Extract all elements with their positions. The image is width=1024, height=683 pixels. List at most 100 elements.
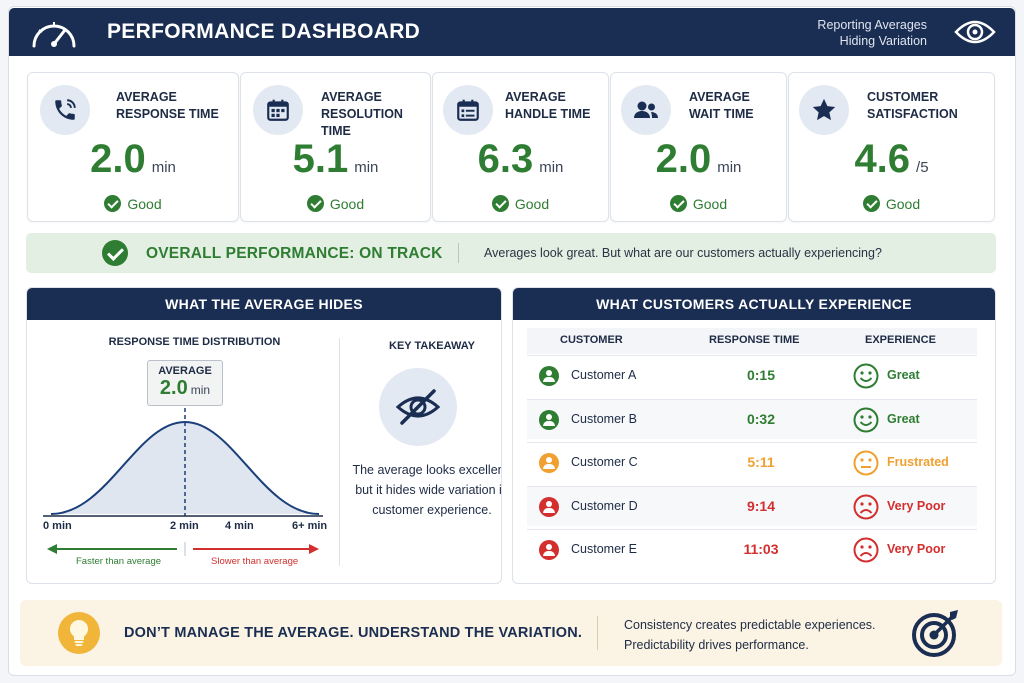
- smile-face-icon: [853, 407, 879, 432]
- average-label: AVERAGE: [158, 365, 212, 377]
- response-time-value: 11:03: [743, 541, 779, 557]
- metric-card-wait-time[interactable]: AVERAGE WAIT TIME 2.0 min Good: [610, 72, 787, 222]
- average-number: 2.0: [159, 377, 188, 399]
- status-badge: Good: [789, 195, 994, 212]
- overall-message: Averages look great. But what are our cu…: [484, 246, 882, 260]
- metric-label: CUSTOMER SATISFACTION: [867, 89, 958, 123]
- distribution-chart: [43, 408, 323, 556]
- neutral-face-icon: [853, 450, 879, 476]
- metric-label-line1: CUSTOMER: [867, 90, 939, 104]
- header-bar: PERFORMANCE DASHBOARD Reporting Averages…: [9, 8, 1015, 56]
- banner-message-line1: Consistency creates predictable experien…: [624, 618, 876, 632]
- metric-unit: min: [151, 159, 176, 176]
- status-text: Good: [692, 196, 728, 212]
- metric-number: 4.6: [854, 137, 911, 181]
- takeaway-title: KEY TAKEAWAY: [389, 340, 475, 352]
- metric-unit: min: [539, 159, 564, 176]
- check-circle-icon: [102, 240, 128, 266]
- frown-face-icon: [853, 537, 879, 563]
- customer-experience-panel: WHAT CUSTOMERS ACTUALLY EXPERIENCE CUSTO…: [512, 287, 996, 584]
- slower-arrowhead: [309, 544, 319, 554]
- response-time-value: 5:11: [747, 454, 775, 470]
- table-row[interactable]: Customer A 0:15 Great: [527, 355, 977, 395]
- average-value: 2.0 min: [148, 377, 222, 400]
- divider: [339, 338, 340, 566]
- banner-headline: DON’T MANAGE THE AVERAGE. UNDERSTAND THE…: [124, 625, 583, 641]
- metric-value: 4.6/5: [789, 137, 994, 182]
- chart-title: RESPONSE TIME DISTRIBUTION: [108, 336, 281, 348]
- metric-card-customer-satisfaction[interactable]: CUSTOMER SATISFACTION 4.6/5 Good: [788, 72, 995, 222]
- metric-value: 2.0 min: [28, 137, 238, 182]
- metric-unit: /5: [916, 159, 929, 176]
- tick-label: 4 min: [225, 520, 254, 532]
- metric-number: 2.0: [90, 137, 146, 181]
- response-time-value: 0:15: [746, 367, 776, 383]
- faster-arrowhead: [47, 544, 57, 554]
- header-subtitle-line2: Hiding Variation: [839, 34, 927, 48]
- user-avatar-icon: [539, 540, 559, 560]
- table-row[interactable]: Customer D 9:14 Very Poor: [527, 485, 977, 526]
- user-avatar-icon: [539, 496, 559, 517]
- metric-card-response-time[interactable]: AVERAGE RESPONSE TIME 2.0 min Good: [27, 72, 239, 222]
- panel-title: WHAT THE AVERAGE HIDES: [27, 288, 501, 320]
- status-text: Good: [329, 196, 365, 212]
- metric-number: 5.1: [292, 137, 349, 181]
- average-hides-panel: WHAT THE AVERAGE HIDES RESPONSE TIME DIS…: [26, 287, 502, 584]
- customer-name: Customer A: [571, 368, 637, 382]
- metric-label: AVERAGE RESOLUTION TIME: [321, 89, 430, 140]
- panel-title: WHAT CUSTOMERS ACTUALLY EXPERIENCE: [513, 288, 995, 320]
- tick-label: 0 min: [43, 520, 72, 532]
- bottom-banner: DON’T MANAGE THE AVERAGE. UNDERSTAND THE…: [20, 600, 1002, 666]
- phone-icon: [40, 85, 90, 135]
- check-circle-icon: [669, 195, 687, 212]
- frown-face-icon: [853, 494, 879, 519]
- eye-slash-icon: [379, 368, 457, 446]
- status-text: Good: [885, 196, 921, 212]
- metric-label-line2: HANDLE TIME: [505, 107, 591, 121]
- metric-value: 2.0 min: [611, 137, 786, 182]
- calendar-icon: [253, 85, 303, 135]
- metric-label-line1: AVERAGE: [689, 90, 750, 104]
- experience-label: Great: [887, 368, 920, 382]
- status-badge: Good: [28, 195, 238, 212]
- status-badge: Good: [611, 195, 786, 212]
- takeaway-text: The average looks excellent, but it hide…: [352, 463, 502, 517]
- metric-unit: min: [717, 159, 742, 176]
- metric-label-line2: WAIT TIME: [689, 107, 754, 121]
- metric-value: 5.1 min: [241, 137, 430, 182]
- status-badge: Good: [433, 195, 608, 212]
- overall-status-text: OVERALL PERFORMANCE: ON TRACK: [146, 245, 443, 262]
- check-circle-icon: [862, 195, 880, 212]
- customer-name: Customer D: [571, 498, 638, 513]
- response-time-value: 9:14: [746, 497, 776, 514]
- customer-name: Customer B: [571, 411, 637, 426]
- metric-label-line1: AVERAGE: [505, 90, 566, 104]
- users-icon: [621, 85, 671, 135]
- metric-label: AVERAGE RESPONSE TIME: [116, 89, 219, 123]
- smile-face-icon: [853, 363, 879, 389]
- metric-label-line2: SATISFACTION: [867, 107, 958, 121]
- tick-label: 6+ min: [292, 520, 328, 532]
- metric-card-handle-time[interactable]: AVERAGE HANDLE TIME 6.3 min Good: [432, 72, 609, 222]
- metric-card-resolution-time[interactable]: AVERAGE RESOLUTION TIME 5.1 min Good: [240, 72, 431, 222]
- eye-icon[interactable]: [953, 14, 997, 50]
- metric-label-line2: RESPONSE TIME: [116, 107, 219, 121]
- overall-status-bar: OVERALL PERFORMANCE: ON TRACK Averages l…: [26, 233, 996, 273]
- banner-message-line2: Predictability drives performance.: [624, 638, 809, 652]
- metric-label: AVERAGE HANDLE TIME: [505, 89, 590, 123]
- header-subtitle-line1: Reporting Averages: [817, 18, 927, 32]
- divider: [458, 243, 459, 263]
- metric-label: AVERAGE WAIT TIME: [689, 89, 754, 123]
- tick-label: 2 min: [170, 520, 199, 532]
- status-text: Good: [127, 196, 162, 212]
- table-row[interactable]: Customer B 0:32 Great: [527, 398, 977, 439]
- user-avatar-icon: [539, 409, 559, 430]
- table-row[interactable]: Customer C 5:11 Frustrated: [527, 442, 977, 482]
- metric-number: 6.3: [477, 137, 534, 181]
- table-row[interactable]: Customer E 11:03 Very Poor: [527, 529, 977, 569]
- metric-unit: min: [354, 159, 379, 176]
- slower-label: Slower than average: [211, 556, 299, 567]
- check-circle-icon: [491, 195, 509, 212]
- metric-label-line1: AVERAGE: [321, 90, 382, 104]
- column-header-response-time: RESPONSE TIME: [709, 334, 800, 346]
